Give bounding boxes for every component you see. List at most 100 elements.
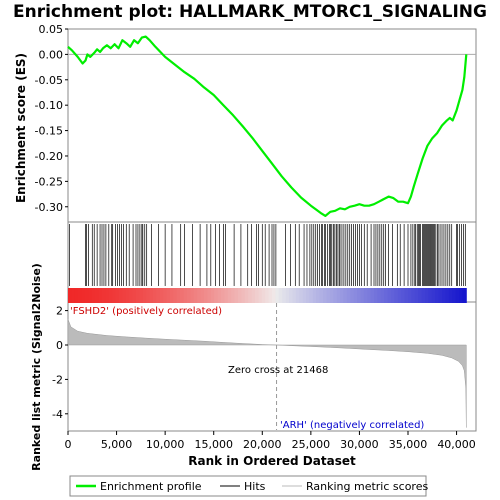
heat-bar-segment	[248, 288, 253, 303]
heat-bar-segment	[125, 288, 130, 303]
heat-bar-segment	[428, 288, 433, 303]
heat-bar-segment	[68, 288, 72, 303]
heat-bar-segment	[210, 288, 215, 303]
heat-bar-segment	[91, 288, 96, 303]
rank-y-tick-label: 0	[56, 339, 63, 352]
heat-bar-segment	[401, 288, 406, 303]
heat-bar-segment	[102, 288, 106, 303]
heat-bar-segment	[295, 288, 300, 303]
x-tick-label: 0	[65, 438, 72, 451]
heat-bar-segment	[98, 288, 103, 303]
legend: Enrichment profile Hits Ranking metric s…	[69, 475, 428, 497]
ranking-metric-area	[67, 319, 467, 428]
heat-bar-segment	[173, 288, 178, 303]
heat-bar-segment	[197, 288, 202, 303]
heat-bar-segment	[411, 288, 416, 303]
heat-bar-segment	[353, 288, 358, 303]
es-y-tick-label: -0.25	[35, 175, 63, 188]
heat-bar-segment	[119, 288, 123, 303]
heat-bar-segment	[231, 288, 236, 303]
heat-bar-segment	[465, 288, 467, 303]
hit-marks-group	[69, 224, 466, 286]
heat-bar-segment	[238, 288, 242, 303]
x-tick-label: 40,000	[437, 438, 476, 451]
heat-bar-segment	[302, 288, 307, 303]
heat-bar-segment	[217, 288, 222, 303]
heat-bar-segment	[459, 288, 463, 303]
positive-correlation-label: 'FSHD2' (positively correlated)	[70, 306, 222, 317]
heat-bar-segment	[438, 288, 443, 303]
rank-y-tick-label: -4	[52, 408, 63, 421]
heat-bar-segment	[414, 288, 419, 303]
es-y-tick-label: 0.00	[39, 48, 64, 61]
es-y-tick-label: -0.30	[35, 201, 63, 214]
heat-bar-segment	[329, 288, 334, 303]
heat-bar-segment	[95, 288, 100, 303]
legend-profile-label: Enrichment profile	[100, 480, 202, 493]
legend-hits-label: Hits	[244, 480, 266, 493]
heat-bar-segment	[207, 288, 212, 303]
es-y-ticks: 0.05 0.00 -0.05 -0.10 -0.15 -0.20 -0.25 -0.30	[35, 23, 68, 214]
heat-bar-segment	[397, 288, 402, 303]
rank-y-tick-label: -2	[52, 373, 63, 386]
es-panel-frame	[67, 28, 477, 223]
heat-bar-segment	[255, 288, 259, 303]
rank-y-axis-label: Ranked list metric (Signal2Noise)	[30, 263, 43, 471]
legend-box	[69, 475, 427, 497]
es-y-tick-label: -0.15	[35, 125, 63, 138]
heat-bar-segment	[149, 288, 154, 303]
x-tick-label: 25,000	[292, 438, 331, 451]
heat-bar-segment	[350, 288, 355, 303]
heat-bar-segment	[309, 288, 314, 303]
heat-bar-segment	[258, 288, 263, 303]
x-tick-label: 20,000	[243, 438, 282, 451]
heat-bar-segment	[78, 288, 83, 303]
heat-bar-segment	[200, 288, 205, 303]
heat-bar-segment	[136, 288, 140, 303]
heat-bar-segment	[176, 288, 181, 303]
heat-bar-segment	[367, 288, 372, 303]
heat-bar-segment	[380, 288, 385, 303]
heat-bar-segment	[272, 288, 276, 303]
heat-bar-segment	[384, 288, 389, 303]
heat-bar-segment	[425, 288, 429, 303]
x-tick-label: 10,000	[146, 438, 185, 451]
heat-bar-segment	[88, 288, 93, 303]
heat-bar-segment	[370, 288, 375, 303]
heat-bar-segment	[129, 288, 134, 303]
heat-bar-segment	[360, 288, 365, 303]
heat-bar-segment	[418, 288, 423, 303]
heat-bar-segment	[448, 288, 453, 303]
heat-bar-segment	[333, 288, 338, 303]
rank-metric-group	[67, 303, 467, 430]
heat-bar-segment	[285, 288, 290, 303]
rank-y-tick-label: 2	[56, 305, 63, 318]
es-y-tick-label: -0.05	[35, 74, 63, 87]
heat-bar-segment	[387, 288, 392, 303]
heat-bar-segment	[306, 288, 310, 303]
heat-bar-segment	[435, 288, 440, 303]
heat-bar-segment	[193, 288, 198, 303]
heat-bar-segment	[153, 288, 157, 303]
heat-bar-segment	[108, 288, 113, 303]
heat-bar-segment	[404, 288, 409, 303]
heat-bar-segment	[187, 288, 191, 303]
heat-bar-segment	[408, 288, 412, 303]
heat-bar-segment	[166, 288, 171, 303]
heat-bar-segment	[227, 288, 232, 303]
heat-bar-segment	[289, 288, 293, 303]
heat-bar-segment	[363, 288, 368, 303]
es-y-tick-label: -0.20	[35, 150, 63, 163]
heat-bar-segment	[357, 288, 361, 303]
heat-bar-segment	[268, 288, 273, 303]
heat-bar-segment	[112, 288, 117, 303]
heat-bar-segment	[346, 288, 351, 303]
rank-panel-frame	[67, 301, 477, 432]
es-y-tick-label: -0.10	[35, 99, 63, 112]
x-tick-label: 35,000	[389, 438, 428, 451]
heat-bar-segment	[292, 288, 297, 303]
heat-bar-segment	[299, 288, 304, 303]
heat-bar-segment	[445, 288, 450, 303]
heat-bar-segment	[442, 288, 446, 303]
